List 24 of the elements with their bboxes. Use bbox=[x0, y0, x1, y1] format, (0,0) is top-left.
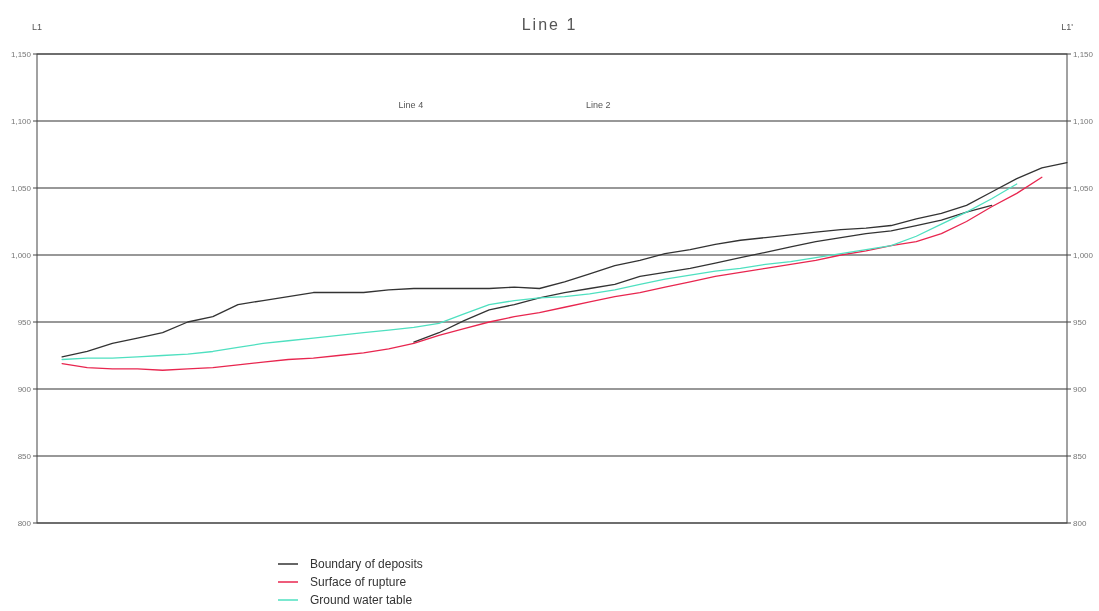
y-tick-label: 900 bbox=[17, 385, 32, 394]
y-tick-label: 850 bbox=[17, 452, 32, 461]
y2-tick-label: 1,150 bbox=[1073, 50, 1094, 59]
text: L1 bbox=[31, 22, 43, 32]
y2-tick-label: 900 bbox=[1073, 385, 1087, 394]
y2-tick-label: 1,100 bbox=[1073, 117, 1094, 126]
y2-tick-label: 800 bbox=[1073, 519, 1087, 528]
text: L1' bbox=[1061, 22, 1074, 32]
y-tick-label: 1,000 bbox=[10, 251, 32, 260]
chart-title: Line 1 bbox=[521, 16, 578, 33]
y2-tick-label: 1,050 bbox=[1073, 184, 1094, 193]
y-tick-label: 950 bbox=[17, 318, 32, 327]
annotation: Line 2 bbox=[586, 100, 611, 110]
annotation: Line 4 bbox=[398, 100, 424, 110]
y2-tick-label: 950 bbox=[1073, 318, 1087, 327]
y-tick-label: 800 bbox=[17, 519, 32, 528]
legend-label: Surface of rupture bbox=[310, 575, 407, 589]
y2-tick-label: 850 bbox=[1073, 452, 1087, 461]
y-tick-label: 1,100 bbox=[10, 117, 32, 126]
y-tick-label: 1,050 bbox=[10, 184, 32, 193]
legend-label: Ground water table bbox=[310, 593, 413, 607]
legend-label: Boundary of deposits bbox=[310, 557, 423, 571]
y2-tick-label: 1,000 bbox=[1073, 251, 1094, 260]
y-tick-label: 1,150 bbox=[10, 50, 32, 59]
